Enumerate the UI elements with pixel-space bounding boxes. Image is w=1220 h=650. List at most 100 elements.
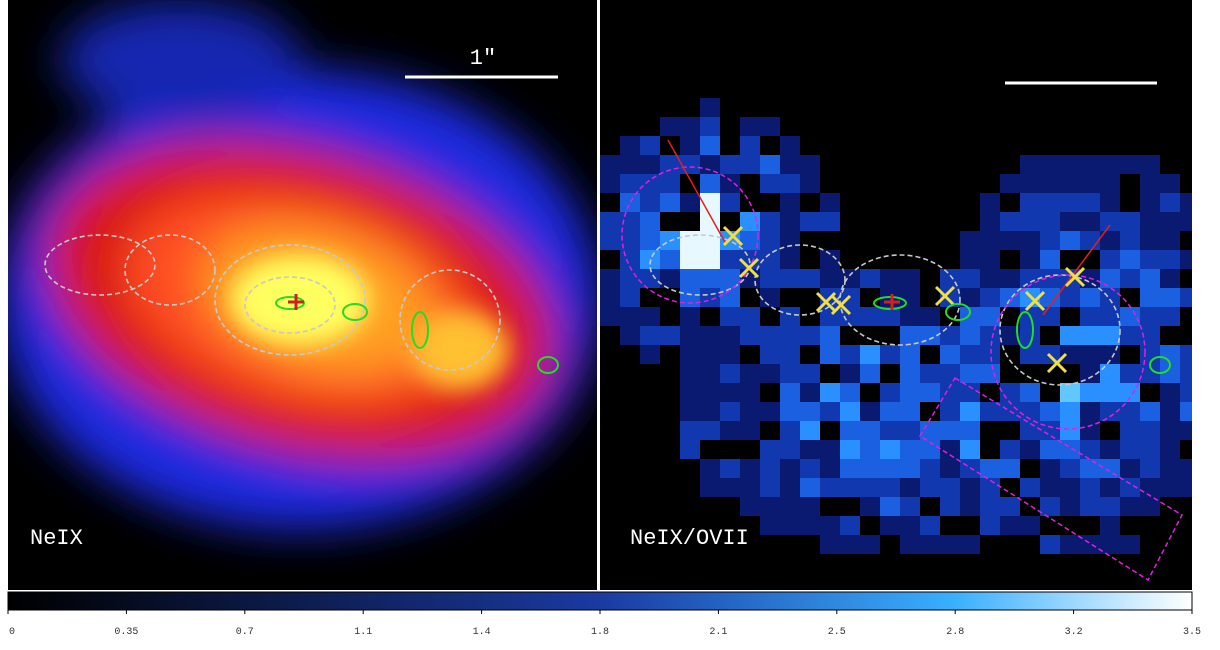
pixel xyxy=(960,269,980,288)
pixel xyxy=(660,117,680,136)
pixel xyxy=(680,231,700,250)
pixel xyxy=(1000,231,1020,250)
pixel xyxy=(620,307,640,326)
pixel xyxy=(800,459,820,478)
pixel xyxy=(900,288,920,307)
pixel xyxy=(680,193,700,212)
pixel xyxy=(1000,459,1020,478)
pixel xyxy=(1060,193,1080,212)
pixel xyxy=(1040,421,1060,440)
pixel xyxy=(700,459,720,478)
pixel xyxy=(1080,535,1100,554)
pixel xyxy=(780,345,800,364)
pixel xyxy=(900,364,920,383)
pixel xyxy=(820,326,840,345)
pixel xyxy=(900,497,920,516)
pixel xyxy=(860,535,880,554)
pixel xyxy=(1040,478,1060,497)
pixel xyxy=(800,155,820,174)
pixel xyxy=(960,459,980,478)
pixel xyxy=(1060,345,1080,364)
pixel xyxy=(780,136,800,155)
pixel xyxy=(1180,288,1200,307)
pixel xyxy=(1160,383,1180,402)
pixel xyxy=(640,155,660,174)
pixel xyxy=(1100,269,1120,288)
pixel xyxy=(980,478,1000,497)
pixel xyxy=(840,402,860,421)
pixel xyxy=(1020,421,1040,440)
pixel xyxy=(1040,535,1060,554)
pixel xyxy=(760,459,780,478)
pixel xyxy=(1120,250,1140,269)
pixel xyxy=(740,364,760,383)
pixel xyxy=(940,459,960,478)
pixel xyxy=(1080,231,1100,250)
pixel xyxy=(680,155,700,174)
left-panel: 1" NeIX xyxy=(0,0,600,590)
pixel xyxy=(1160,288,1180,307)
pixel xyxy=(840,459,860,478)
pixel xyxy=(600,155,620,174)
pixel xyxy=(940,497,960,516)
pixel xyxy=(780,250,800,269)
pixel xyxy=(720,364,740,383)
pixel xyxy=(980,212,1000,231)
pixel xyxy=(700,155,720,174)
pixel xyxy=(1120,231,1140,250)
pixel xyxy=(880,383,900,402)
pixel xyxy=(860,497,880,516)
pixel xyxy=(660,174,680,193)
pixel xyxy=(800,326,820,345)
panel-label: NeIX/OVII xyxy=(630,526,749,551)
pixel xyxy=(1040,193,1060,212)
pixel xyxy=(980,250,1000,269)
pixel xyxy=(700,174,720,193)
pixel xyxy=(1020,155,1040,174)
pixel xyxy=(1160,193,1180,212)
pixel xyxy=(780,269,800,288)
pixel xyxy=(700,250,720,269)
pixel xyxy=(760,269,780,288)
pixel xyxy=(1040,402,1060,421)
pixel xyxy=(700,231,720,250)
pixel xyxy=(820,478,840,497)
pixel xyxy=(780,478,800,497)
pixel xyxy=(920,421,940,440)
pixel xyxy=(1060,440,1080,459)
tick-label: 1.1 xyxy=(354,627,372,638)
pixel xyxy=(880,459,900,478)
pixel xyxy=(1140,269,1160,288)
pixel xyxy=(700,136,720,155)
pixel xyxy=(840,345,860,364)
pixel xyxy=(1000,212,1020,231)
tick-label: 2.1 xyxy=(709,627,727,638)
pixel xyxy=(620,269,640,288)
pixel xyxy=(780,193,800,212)
pixel xyxy=(760,497,780,516)
pixel xyxy=(620,155,640,174)
pixel xyxy=(1000,497,1020,516)
pixel xyxy=(980,288,1000,307)
pixel xyxy=(1180,478,1200,497)
pixel xyxy=(640,212,660,231)
pixel xyxy=(1180,364,1200,383)
pixel xyxy=(1080,440,1100,459)
pixel xyxy=(840,478,860,497)
tick-label: 3.5 xyxy=(1183,627,1201,638)
pixel xyxy=(760,478,780,497)
pixel xyxy=(780,440,800,459)
pixel xyxy=(640,326,660,345)
pixel xyxy=(740,326,760,345)
pixel xyxy=(840,383,860,402)
tick-label: 0.7 xyxy=(236,627,254,638)
right-panel: NeIX/OVII xyxy=(600,0,1200,590)
pixel xyxy=(780,516,800,535)
pixel xyxy=(720,174,740,193)
pixel xyxy=(1180,459,1200,478)
tick-label: 1.8 xyxy=(591,627,609,638)
pixel xyxy=(1020,250,1040,269)
pixel xyxy=(980,497,1000,516)
pixel xyxy=(640,231,660,250)
tick-label: 0.35 xyxy=(114,627,138,638)
